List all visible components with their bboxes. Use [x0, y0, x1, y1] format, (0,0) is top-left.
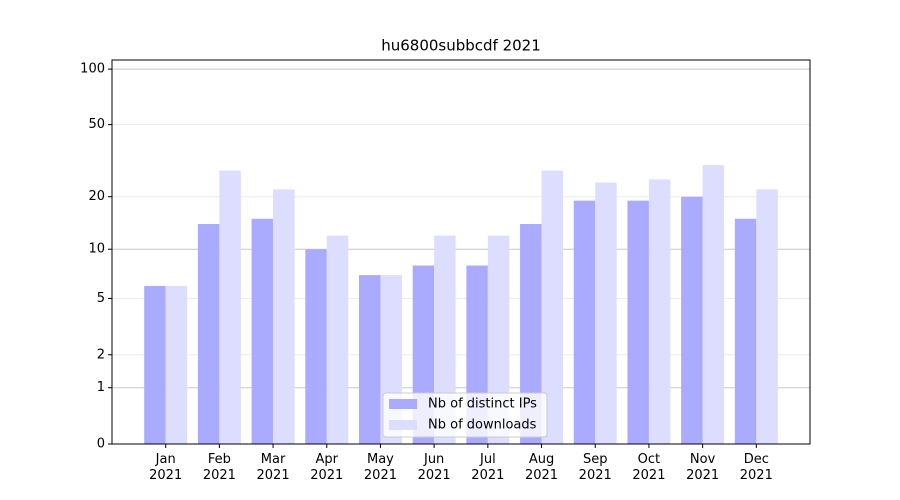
y-tick-label: 2	[97, 347, 105, 362]
legend-swatch	[389, 420, 417, 430]
bar	[219, 170, 241, 444]
bar	[487, 235, 510, 444]
legend: Nb of distinct IPs Nb of downloads	[382, 392, 548, 438]
x-tick-label: Feb 2021	[202, 452, 236, 483]
bar	[251, 218, 274, 444]
y-tick-label: 1	[97, 380, 105, 395]
bar	[358, 275, 381, 444]
chart-title: hu6800subbcdf 2021	[381, 37, 541, 55]
legend-label: Nb of downloads	[428, 418, 537, 433]
y-tick-label: 50	[88, 117, 105, 132]
x-tick-label: Dec 2021	[739, 452, 773, 483]
bar	[305, 249, 327, 444]
x-tick-label: May 2021	[363, 452, 397, 483]
x-tick-label: Sep 2021	[578, 452, 612, 483]
x-tick-label: Nov 2021	[686, 452, 720, 483]
y-tick-label: 5	[97, 291, 105, 306]
bar	[648, 179, 671, 444]
bar	[627, 200, 649, 444]
bar	[595, 182, 617, 444]
y-tick-label: 10	[88, 242, 105, 257]
bar	[197, 224, 220, 444]
y-tick-label: 20	[88, 189, 105, 204]
y-tick-label: 0	[97, 437, 105, 452]
bar	[573, 200, 596, 444]
legend-label: Nb of distinct IPs	[428, 397, 537, 412]
bar	[734, 218, 757, 444]
bar	[165, 285, 188, 444]
bar	[326, 235, 349, 444]
x-tick-label: Mar 2021	[256, 452, 290, 483]
x-tick-label: Jan 2021	[149, 452, 183, 483]
x-tick-label: Jun 2021	[417, 452, 451, 483]
bar	[681, 196, 703, 444]
x-tick-label: Jul 2021	[471, 452, 505, 483]
legend-swatch	[389, 399, 417, 409]
bar	[144, 285, 166, 444]
bar	[702, 165, 725, 444]
bar	[756, 189, 778, 444]
bar	[520, 224, 542, 444]
x-tick-label: Oct 2021	[632, 452, 666, 483]
bar	[434, 235, 456, 444]
x-tick-label: Apr 2021	[310, 452, 344, 483]
x-tick-label: Aug 2021	[524, 452, 559, 483]
bar	[541, 170, 564, 444]
legend-box	[382, 392, 548, 438]
y-tick-label: 100	[80, 62, 105, 77]
bar	[273, 189, 295, 444]
plot-frame	[111, 59, 811, 445]
